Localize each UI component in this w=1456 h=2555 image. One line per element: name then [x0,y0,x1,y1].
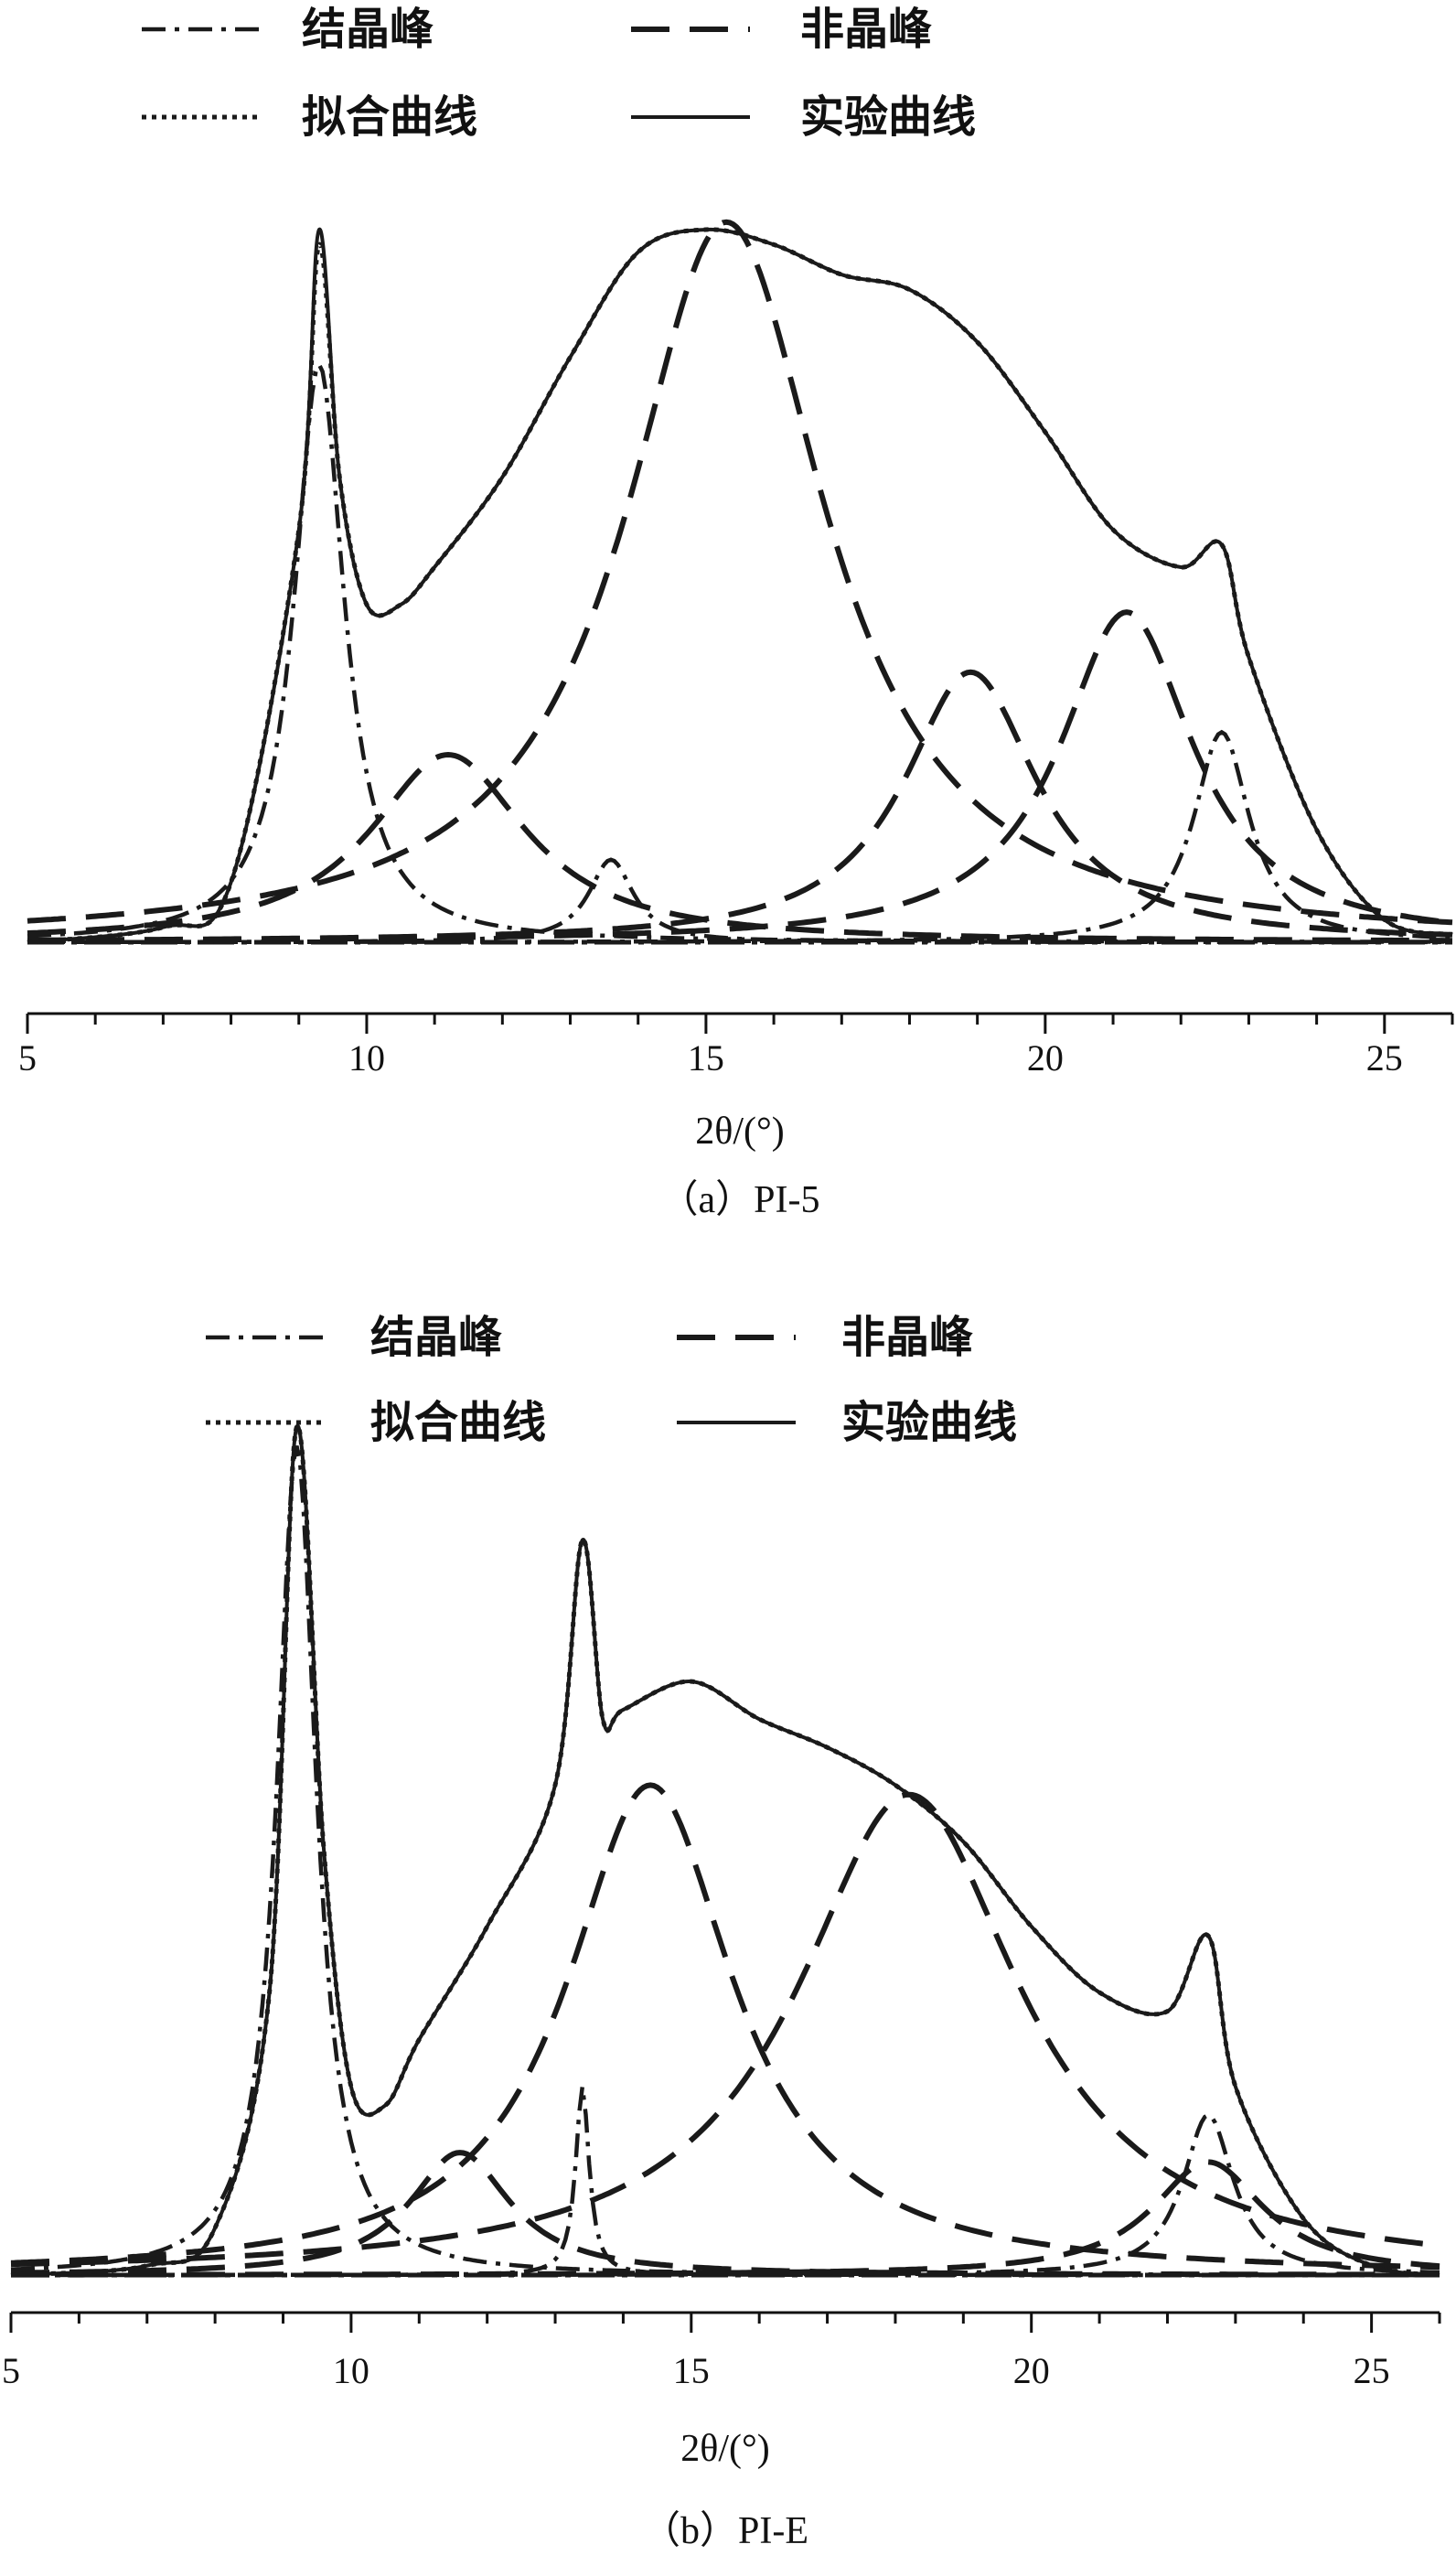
legend-label: 非晶峰 [800,4,932,55]
x-tick-label: 10 [333,2350,369,2391]
x-tick-label: 25 [1354,2350,1390,2391]
legend-label: 拟合曲线 [370,1397,546,1448]
crystalline-peak [11,2086,1440,2278]
amorphous-peak [10,1782,1440,2271]
crystalline-peak [10,1445,1440,2277]
legend-label: 非晶峰 [841,1312,973,1363]
x-axis-label: 2θ/(°) [680,2428,770,2470]
x-tick-label: 25 [1366,1037,1403,1079]
legend-item: 拟合曲线 [142,91,477,143]
x-tick-label: 5 [18,1037,37,1079]
panel-caption: （a）PI-5 [660,1179,820,1221]
legend-label: 实验曲线 [841,1397,1017,1448]
panel-caption: （b）PI-E [642,2510,808,2552]
amorphous-peak [27,219,1453,926]
amorphous-peak [10,2150,1440,2278]
x-tick-label: 15 [688,1037,724,1079]
legend-item: 拟合曲线 [206,1397,546,1448]
x-tick-label: 10 [348,1037,385,1079]
amorphous-peak [11,2159,1440,2278]
legend-label: 实验曲线 [800,91,976,143]
fitted-curve [27,227,1453,945]
x-axis-label: 2θ/(°) [695,1111,785,1153]
crystalline-peak [27,360,1452,944]
x-tick-label: 20 [1013,2350,1050,2391]
legend-item: 非晶峰 [677,1312,973,1363]
legend-label: 结晶峰 [302,4,434,55]
amorphous-peak [27,669,1453,943]
legend-item: 结晶峰 [206,1312,502,1363]
legend-item: 实验曲线 [631,91,976,143]
amorphous-peak [27,751,1452,944]
amorphous-peak [10,1791,1440,2268]
x-tick-label: 5 [2,2350,20,2391]
legend-label: 拟合曲线 [302,91,477,143]
experimental-curve [27,227,1453,944]
legend-item: 非晶峰 [631,4,932,55]
x-tick-label: 15 [673,2350,710,2391]
x-tick-label: 20 [1027,1037,1064,1079]
legend-item: 结晶峰 [142,4,434,55]
legend-item: 实验曲线 [677,1397,1017,1448]
experimental-curve [10,1423,1440,2277]
legend-label: 结晶峰 [370,1312,502,1363]
amorphous-peak [27,609,1453,943]
